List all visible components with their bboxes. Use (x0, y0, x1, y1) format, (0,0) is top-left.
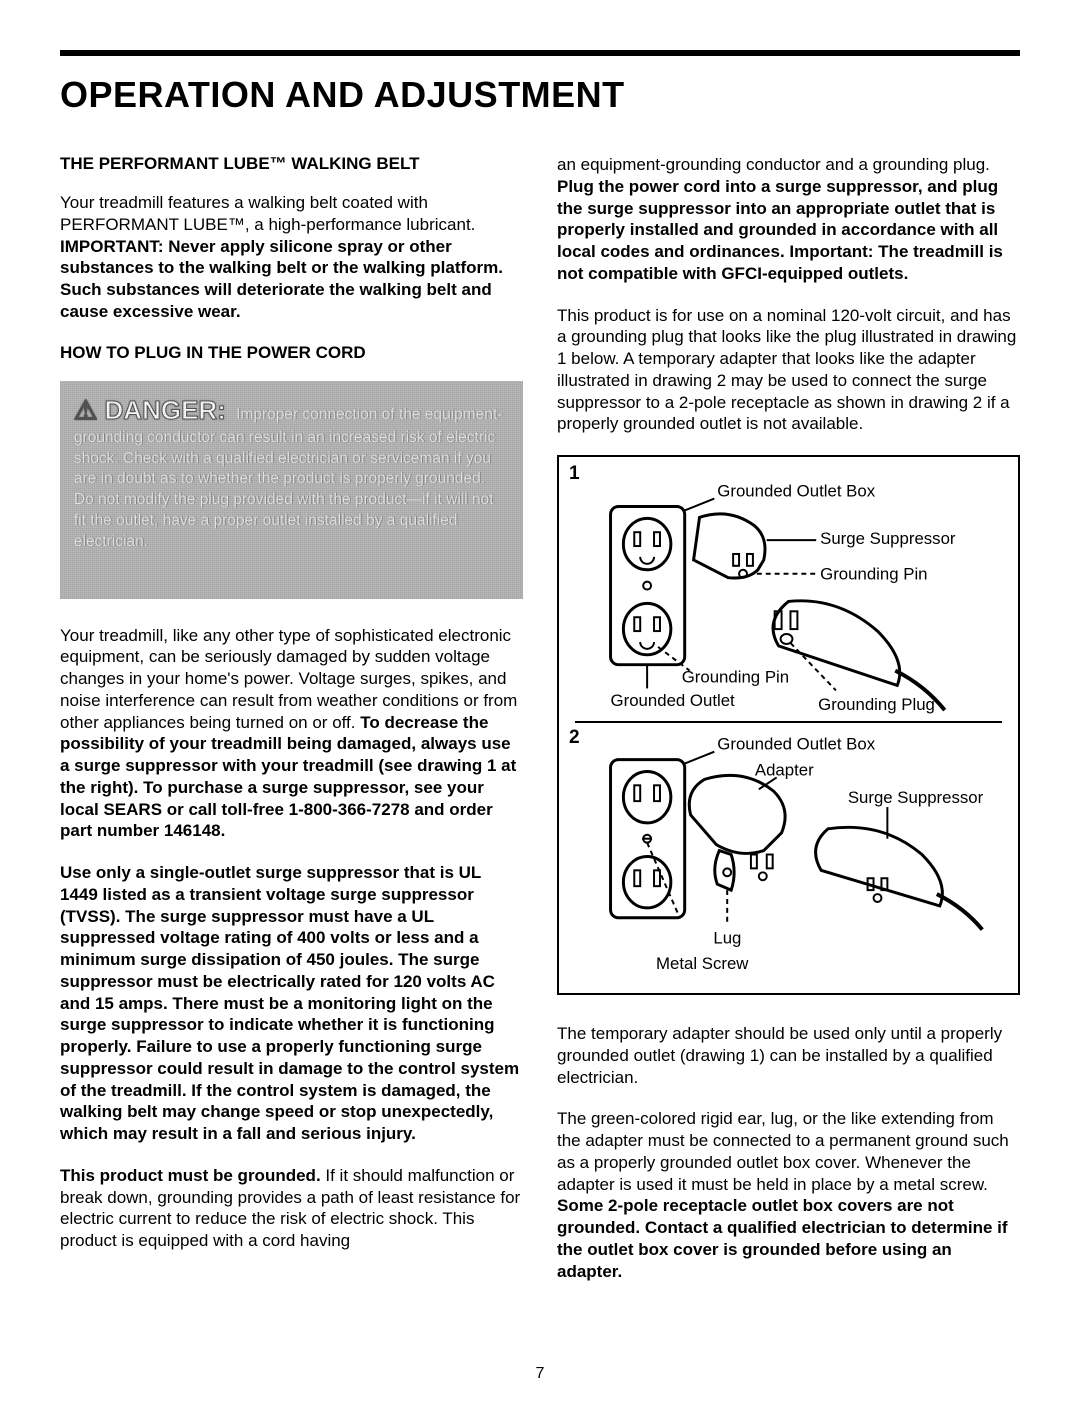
page-number: 7 (0, 1365, 1080, 1383)
diagram-svg: Grounded Outlet Box Surge Suppressor Gro… (567, 463, 1010, 987)
danger-label: ⚠ DANGER: (74, 393, 226, 428)
left-column: THE PERFORMANT LUBE™ WALKING BELT Your t… (60, 154, 523, 1302)
para-right1: an equipment-grounding conductor and a g… (557, 154, 1020, 285)
danger-body: Improper connection of the equipment-gro… (74, 406, 502, 551)
para-right4: The green-colored rigid ear, lug, or the… (557, 1108, 1020, 1282)
para-right3: The temporary adapter should be used onl… (557, 1023, 1020, 1088)
label-grounded-outlet-box-2: Grounded Outlet Box (717, 735, 875, 754)
para-right1-b: Plug the power cord into a surge suppres… (557, 177, 1003, 283)
diagram-frame: 1 2 (557, 455, 1020, 995)
columns: THE PERFORMANT LUBE™ WALKING BELT Your t… (60, 154, 1020, 1302)
label-surge-suppressor-1: Surge Suppressor (820, 529, 956, 548)
para-right4-b: Some 2-pole receptacle outlet box covers… (557, 1196, 1008, 1280)
para-grounded: This product must be grounded. If it sho… (60, 1165, 523, 1252)
para-right2: This product is for use on a nominal 120… (557, 305, 1020, 436)
para-ul-spec: Use only a single-outlet surge suppresso… (60, 862, 523, 1145)
subhead-belt: THE PERFORMANT LUBE™ WALKING BELT (60, 154, 523, 174)
label-metal-screw: Metal Screw (656, 954, 749, 973)
para-right4-a: The green-colored rigid ear, lug, or the… (557, 1109, 1009, 1193)
danger-text: ⚠ DANGER: Improper connection of the equ… (74, 393, 509, 554)
diagram-num-1: 1 (569, 463, 580, 485)
label-adapter: Adapter (755, 760, 814, 779)
label-lug: Lug (713, 928, 741, 947)
label-grounding-plug: Grounding Plug (818, 695, 935, 714)
para-right1-a: an equipment-grounding conductor and a g… (557, 155, 990, 174)
top-rule (60, 50, 1020, 56)
label-surge-suppressor-2: Surge Suppressor (848, 788, 984, 807)
para-belt-a: Your treadmill features a walking belt c… (60, 193, 475, 234)
para-surge-intro: Your treadmill, like any other type of s… (60, 625, 523, 843)
subhead-plug: HOW TO PLUG IN THE POWER CORD (60, 343, 523, 363)
danger-box: ⚠ DANGER: Improper connection of the equ… (60, 381, 523, 599)
para-belt: Your treadmill features a walking belt c… (60, 192, 523, 323)
label-grounding-pin-2: Grounding Pin (682, 667, 789, 686)
para-belt-b: IMPORTANT: Never apply silicone spray or… (60, 237, 503, 321)
diagram-num-2: 2 (569, 727, 580, 749)
right-column: an equipment-grounding conductor and a g… (557, 154, 1020, 1302)
para-grounded-a: This product must be grounded. (60, 1166, 325, 1185)
label-grounded-outlet-box-1: Grounded Outlet Box (717, 482, 875, 501)
page-title: OPERATION AND ADJUSTMENT (60, 74, 1020, 116)
label-grounded-outlet: Grounded Outlet (611, 691, 736, 710)
label-grounding-pin-1: Grounding Pin (820, 565, 927, 584)
